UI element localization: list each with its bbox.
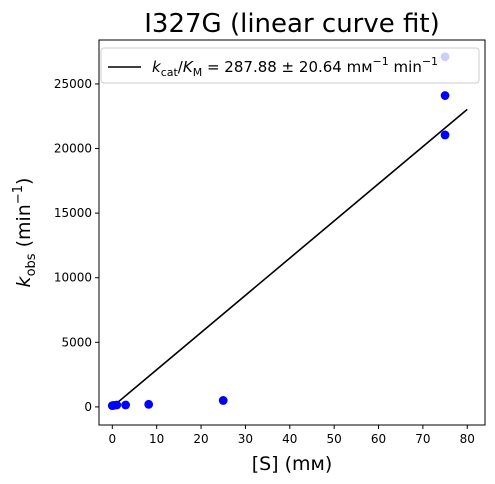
x-axis-label: [S] (mм) <box>252 453 333 475</box>
y-tick-label: 0 <box>84 400 92 414</box>
y-tick-label: 25000 <box>54 77 92 91</box>
data-point <box>121 400 131 410</box>
chart-title: I327G (linear curve fit) <box>144 9 439 39</box>
x-tick-label: 80 <box>460 432 475 446</box>
data-point <box>440 91 450 100</box>
plot-area: 0 10 20 30 40 50 60 70 80 0 5000 10000 15000 20000 250… <box>54 39 486 446</box>
x-tick-label: 10 <box>149 432 164 446</box>
x-tick-label: 70 <box>415 432 430 446</box>
y-axis-label: kobs (min−1) <box>11 178 39 288</box>
y-tick-label: 20000 <box>54 142 92 156</box>
legend-k-sub: cat <box>161 66 179 79</box>
legend-K: K <box>183 58 194 76</box>
data-point <box>144 399 154 409</box>
x-tick-label: 40 <box>282 432 297 446</box>
legend: kcat/KM = 287.88 ± 20.64 mм−1 min−1 <box>100 47 480 84</box>
axes-frame <box>98 39 486 426</box>
x-tick-label: 30 <box>238 432 253 446</box>
data-point <box>218 396 228 405</box>
y-tick-label: 10000 <box>54 271 92 285</box>
y-tick-label: 5000 <box>61 335 92 349</box>
legend-value: = 287.88 ± 20.64 mм <box>202 58 372 76</box>
y-axis-label-sub: obs <box>24 253 39 276</box>
legend-unit: min <box>389 58 422 76</box>
legend-sup2: −1 <box>422 55 438 68</box>
legend-box <box>100 47 480 84</box>
legend-slash: / <box>178 58 184 76</box>
legend-k: k <box>152 58 162 76</box>
legend-label: kcat/KM = 287.88 ± 20.64 mм−1 min−1 <box>152 55 438 79</box>
legend-K-sub: M <box>193 66 203 79</box>
legend-sup1: −1 <box>373 55 389 68</box>
x-tick-label: 0 <box>108 432 116 446</box>
y-axis-label-unit: (min <box>13 204 35 253</box>
data-point <box>440 130 450 140</box>
x-tick-label: 20 <box>193 432 208 446</box>
x-tick-label: 60 <box>371 432 386 446</box>
x-tick-label: 50 <box>327 432 342 446</box>
y-axis-label-sup: −1 <box>11 185 26 204</box>
data-point <box>112 400 122 410</box>
y-axis-label-k: k <box>13 275 35 287</box>
fit-line <box>111 108 468 408</box>
y-axis-label-close: ) <box>13 178 35 185</box>
y-tick-label: 15000 <box>54 206 92 220</box>
